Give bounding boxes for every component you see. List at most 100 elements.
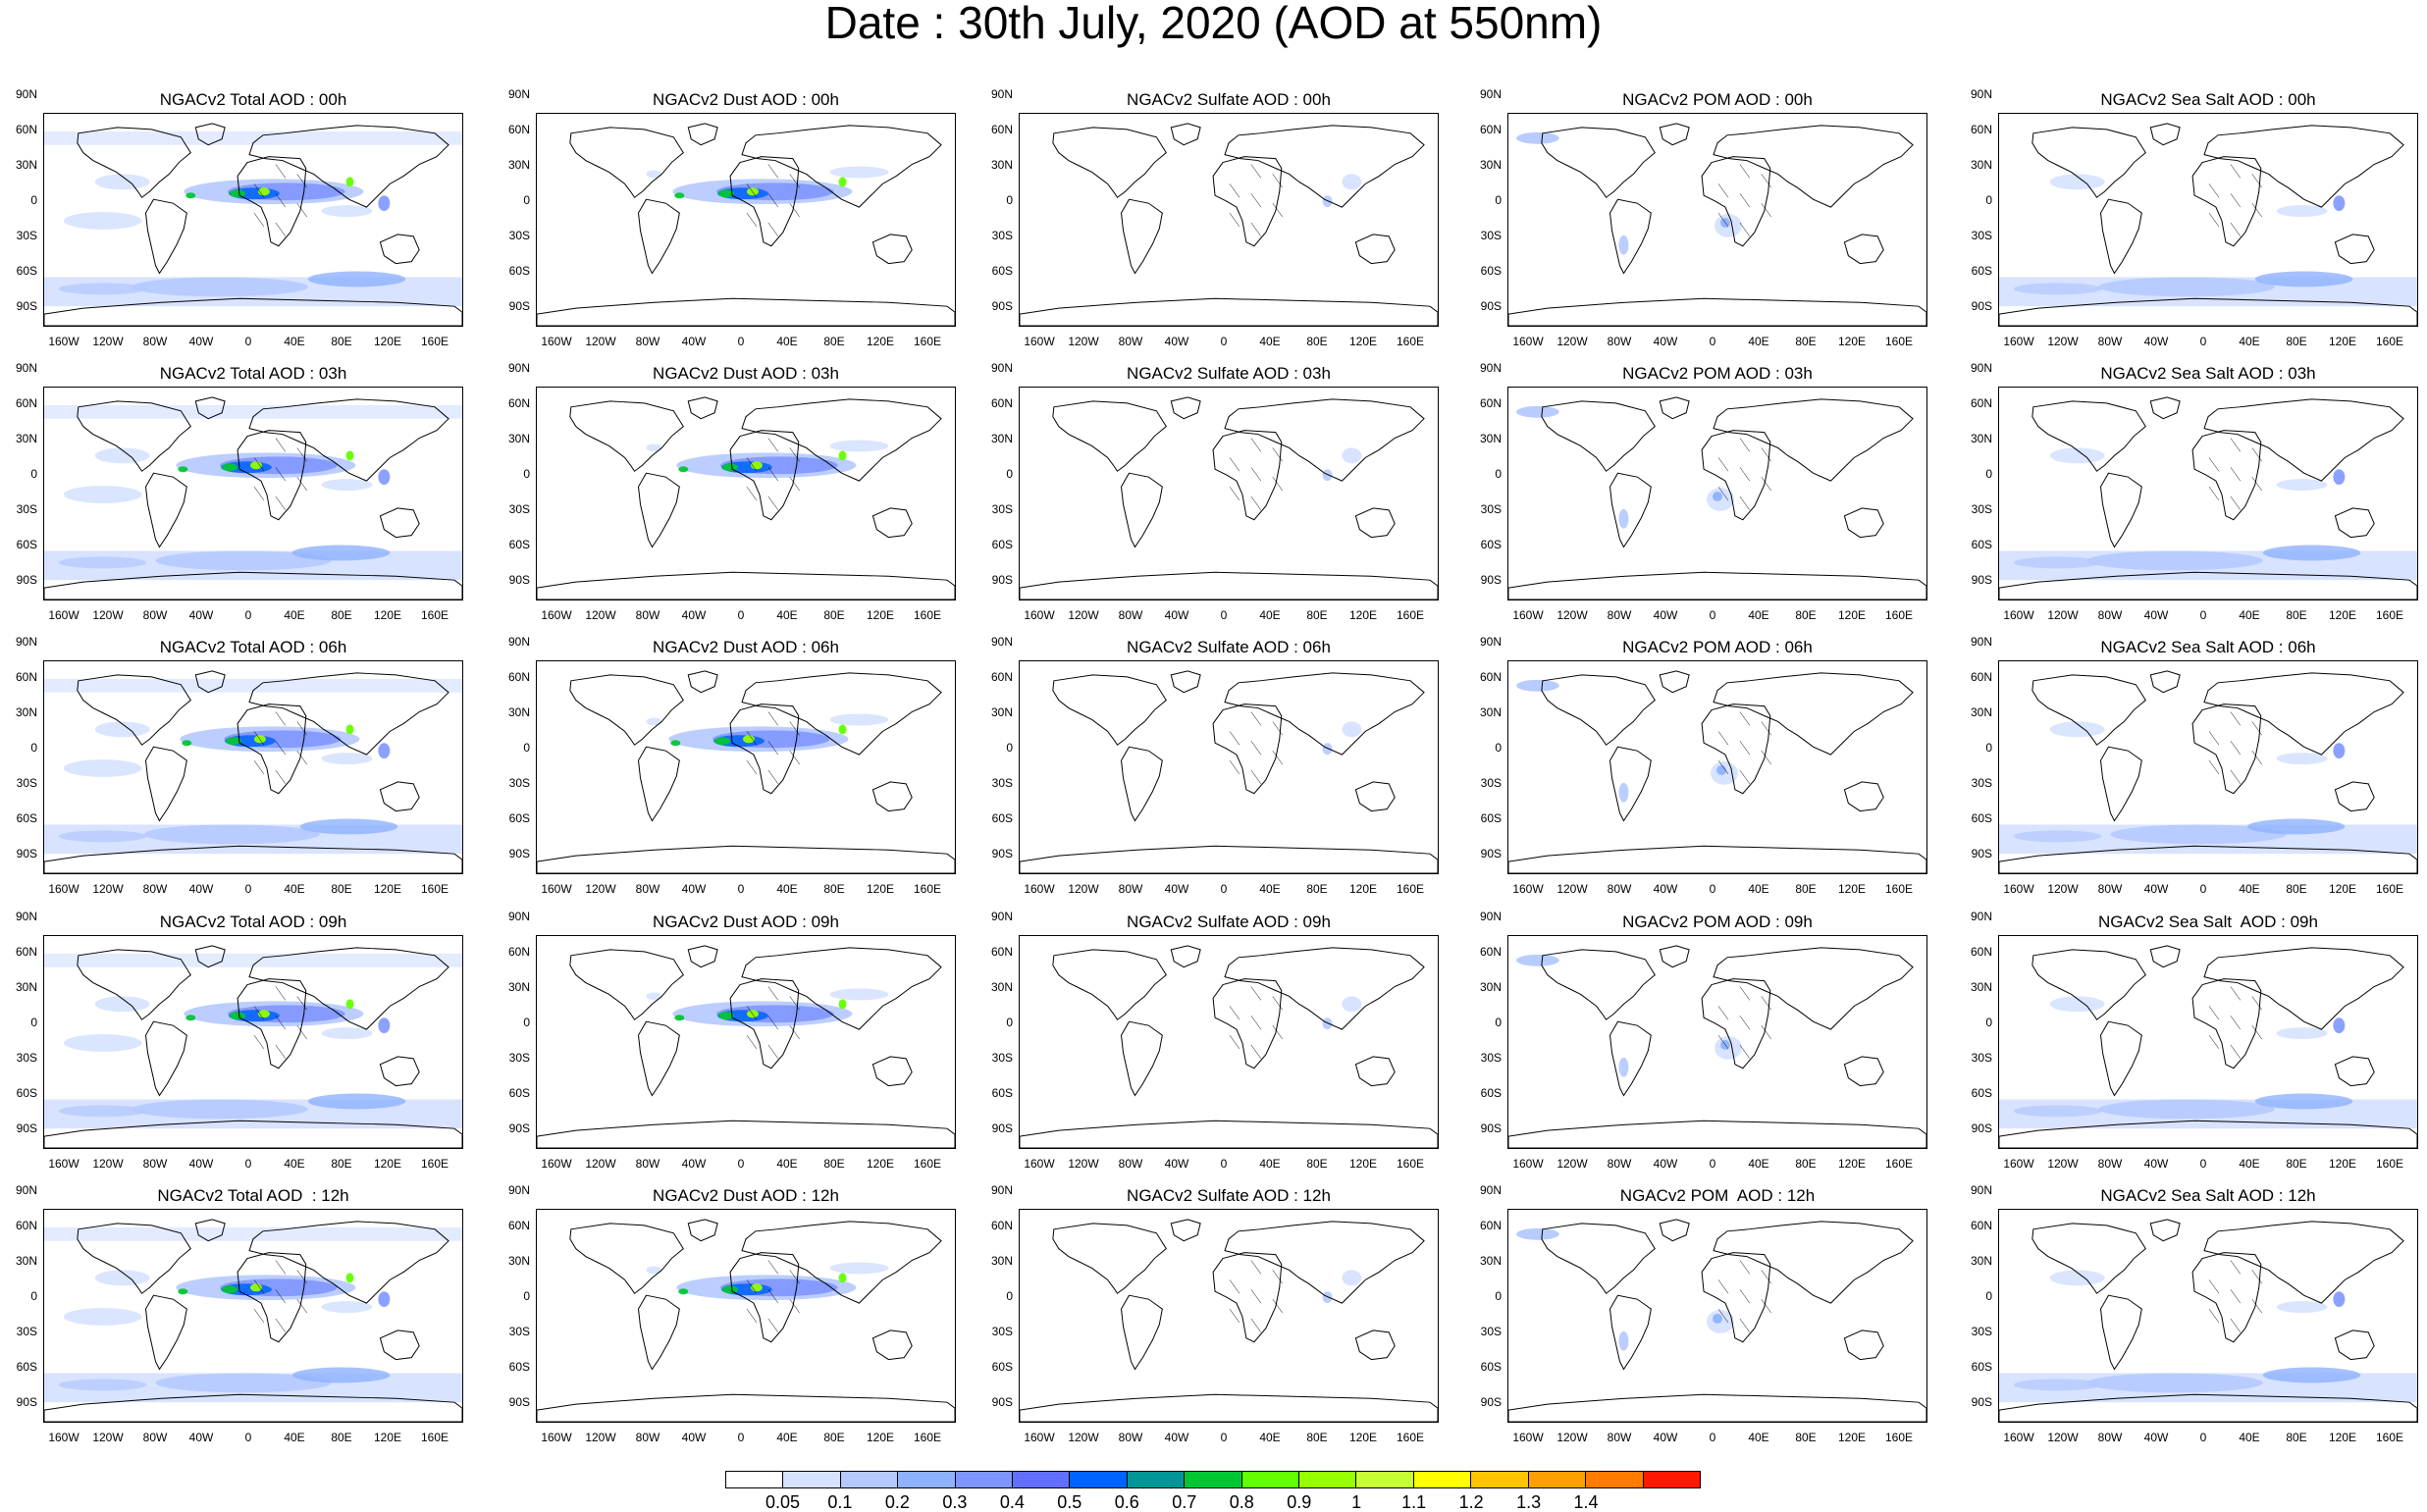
lon-tick-label: 120E — [1348, 882, 1378, 896]
aod-shading — [345, 1273, 354, 1283]
lat-tick-label: 30S — [16, 1325, 37, 1338]
lon-tick-label: 120E — [2328, 882, 2357, 896]
aod-shading — [321, 205, 373, 218]
aod-shading — [2049, 174, 2105, 190]
aod-shading — [291, 545, 391, 561]
lon-tick-label: 80W — [1118, 1157, 1143, 1171]
lon-tick-label: 80W — [635, 608, 660, 622]
aod-shading — [678, 466, 689, 473]
aod-shading — [646, 992, 662, 1001]
country-border — [1717, 1006, 1729, 1020]
coastline — [1052, 1223, 1167, 1294]
world-map — [1998, 113, 2418, 327]
lon-tick-label: 80W — [1607, 882, 1632, 896]
country-border — [1272, 203, 1283, 218]
coastline — [1701, 1252, 1771, 1343]
lon-tick-label: 80E — [331, 1431, 352, 1444]
country-border — [2208, 183, 2220, 198]
panel-title: NGACv2 Sea Salt AOD : 12h — [2100, 1186, 2316, 1205]
lon-tick-label: 120E — [1837, 608, 1867, 622]
lat-tick-label: 30N — [1479, 432, 1502, 445]
lon-tick-label: 160W — [541, 608, 572, 622]
lat-tick-label: 30S — [1971, 1051, 1992, 1065]
lat-tick-label: 60N — [507, 123, 530, 136]
country-border — [253, 486, 265, 501]
country-border — [1272, 1299, 1283, 1314]
lat-tick-label: 30N — [990, 1254, 1013, 1268]
aod-shading — [44, 130, 462, 145]
panel-title: NGACv2 Dust AOD : 06h — [653, 638, 839, 656]
coastline — [379, 781, 420, 812]
coastline — [638, 1294, 680, 1371]
coastline — [1701, 156, 1771, 247]
lon-tick-label: 120W — [585, 1157, 616, 1171]
lat-tick-label: 90S — [1971, 573, 1992, 587]
lat-tick-label: 60N — [990, 396, 1013, 410]
aod-shading — [94, 996, 150, 1013]
coastline — [2203, 672, 2404, 756]
coastline — [1508, 1393, 1926, 1422]
country-border — [275, 769, 287, 784]
lat-tick-label: 90S — [508, 847, 530, 860]
lat-tick-label: 0 — [1985, 741, 1992, 755]
aod-shading — [2276, 1027, 2328, 1040]
lon-tick-label: 120W — [2047, 882, 2079, 896]
coastline — [1354, 234, 1396, 265]
coastline — [2031, 127, 2146, 198]
country-border — [296, 477, 307, 492]
aod-shading — [321, 479, 373, 492]
panel-title: NGACv2 Dust AOD : 09h — [653, 912, 839, 931]
lat-tick-label: 60N — [1970, 945, 1992, 959]
aod-shading — [63, 486, 142, 503]
aod-shading — [678, 1288, 689, 1295]
lon-tick-label: 160E — [1884, 882, 1914, 896]
coastline — [871, 234, 913, 265]
lon-tick-label: 160W — [2003, 608, 2034, 622]
lon-tick-label: 80W — [635, 1157, 660, 1171]
lat-tick-label: 60S — [508, 1086, 530, 1100]
aod-shading — [63, 1308, 142, 1326]
aod-shading — [1618, 782, 1629, 803]
aod-shading — [44, 953, 462, 967]
lat-tick-label: 30S — [1971, 502, 1992, 516]
lon-tick-label: 40W — [1653, 1157, 1678, 1171]
coastline — [871, 1056, 913, 1087]
aod-shading — [178, 1288, 188, 1295]
colorbar-tick-label: 0.8 — [1229, 1492, 1254, 1512]
aod-shading — [1618, 508, 1629, 529]
lat-tick-label: 60N — [1970, 123, 1992, 136]
panel-title: NGACv2 POM AOD : 00h — [1622, 90, 1813, 109]
aod-shading — [2086, 550, 2263, 571]
aod-shading — [1716, 765, 1726, 775]
coastline — [729, 430, 800, 521]
lon-tick-label: 0 — [737, 608, 745, 622]
lat-tick-label: 60S — [1480, 264, 1502, 278]
lon-tick-label: 40E — [1748, 882, 1769, 896]
country-border — [767, 711, 779, 726]
aod-shading — [646, 717, 662, 726]
lon-tick-label: 80E — [1306, 882, 1328, 896]
lon-tick-label: 160W — [541, 335, 572, 348]
aod-shading — [1618, 1057, 1629, 1077]
lat-tick-label: 30S — [991, 502, 1013, 516]
lat-tick-label: 90N — [990, 635, 1013, 649]
lon-tick-label: 120W — [1556, 882, 1588, 896]
lat-tick-label: 0 — [1006, 1016, 1013, 1029]
coastline — [687, 945, 718, 968]
panel-title: NGACv2 POM AOD : 06h — [1622, 638, 1813, 656]
country-border — [1761, 996, 1771, 1011]
country-border — [253, 1034, 265, 1050]
aod-field — [1508, 945, 1926, 1148]
aod-shading — [829, 166, 889, 179]
country-border — [1272, 721, 1283, 736]
coastline — [741, 1221, 942, 1304]
lat-tick-label: 0 — [1495, 467, 1502, 481]
country-border — [1250, 164, 1262, 179]
panel-title: NGACv2 Sulfate AOD : 09h — [1127, 912, 1331, 931]
lon-tick-label: 40W — [681, 882, 707, 896]
country-border — [296, 1270, 307, 1284]
lat-tick-label: 60S — [991, 1086, 1013, 1100]
country-border — [2230, 495, 2242, 510]
country-border — [275, 467, 287, 482]
country-border — [1272, 996, 1283, 1011]
